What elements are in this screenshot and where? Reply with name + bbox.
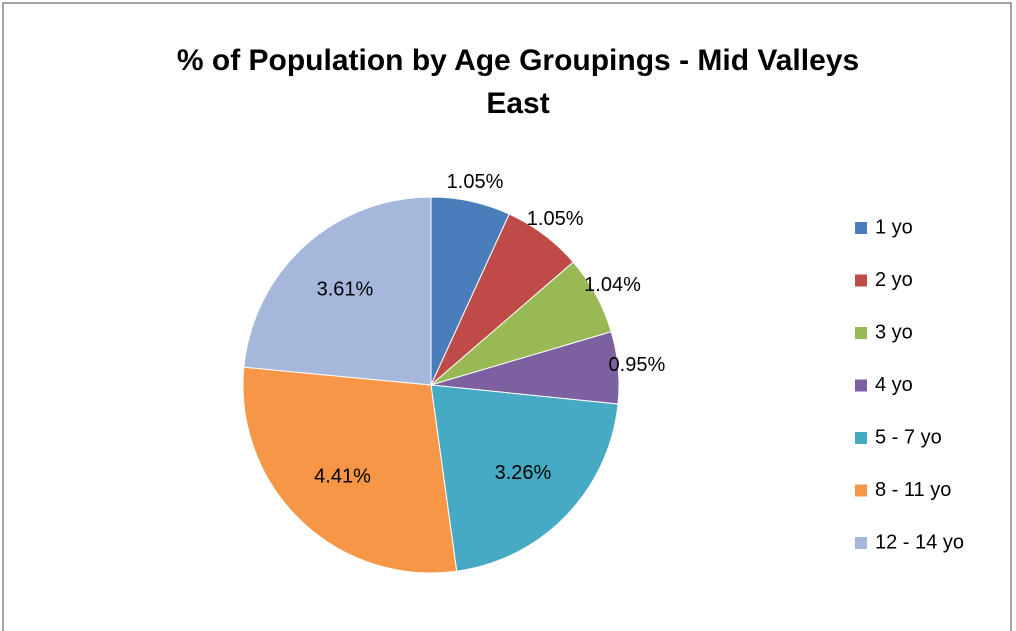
legend-label: 2 yo (875, 269, 913, 291)
legend-label: 5 - 7 yo (875, 426, 942, 448)
pie-slice (243, 196, 432, 386)
data-label: 3.61% (317, 279, 374, 301)
legend-label: 3 yo (875, 321, 913, 343)
data-label: 3.26% (495, 462, 552, 484)
data-label: 1.05% (447, 171, 504, 193)
legend-label: 1 yo (875, 216, 913, 238)
legend-swatch (855, 484, 867, 497)
data-label: 0.95% (609, 354, 666, 376)
legend-swatch (855, 537, 867, 549)
data-label: 1.04% (584, 274, 641, 296)
legend-label: 12 - 14 yo (875, 531, 964, 553)
legend-swatch (855, 274, 867, 287)
legend-label: 4 yo (875, 374, 913, 396)
chart-title: % of Population by Age Groupings - Mid V… (177, 44, 859, 77)
legend-swatch (855, 222, 867, 234)
legend-swatch (855, 327, 867, 339)
legend-swatch (855, 432, 867, 444)
data-label: 1.05% (527, 208, 584, 230)
data-label: 4.41% (314, 466, 371, 488)
legend-label: 8 - 11 yo (875, 479, 951, 501)
legend-swatch (855, 379, 867, 392)
chart-title: East (486, 87, 549, 120)
pie-slice (242, 366, 458, 574)
pie-slice (430, 384, 619, 572)
